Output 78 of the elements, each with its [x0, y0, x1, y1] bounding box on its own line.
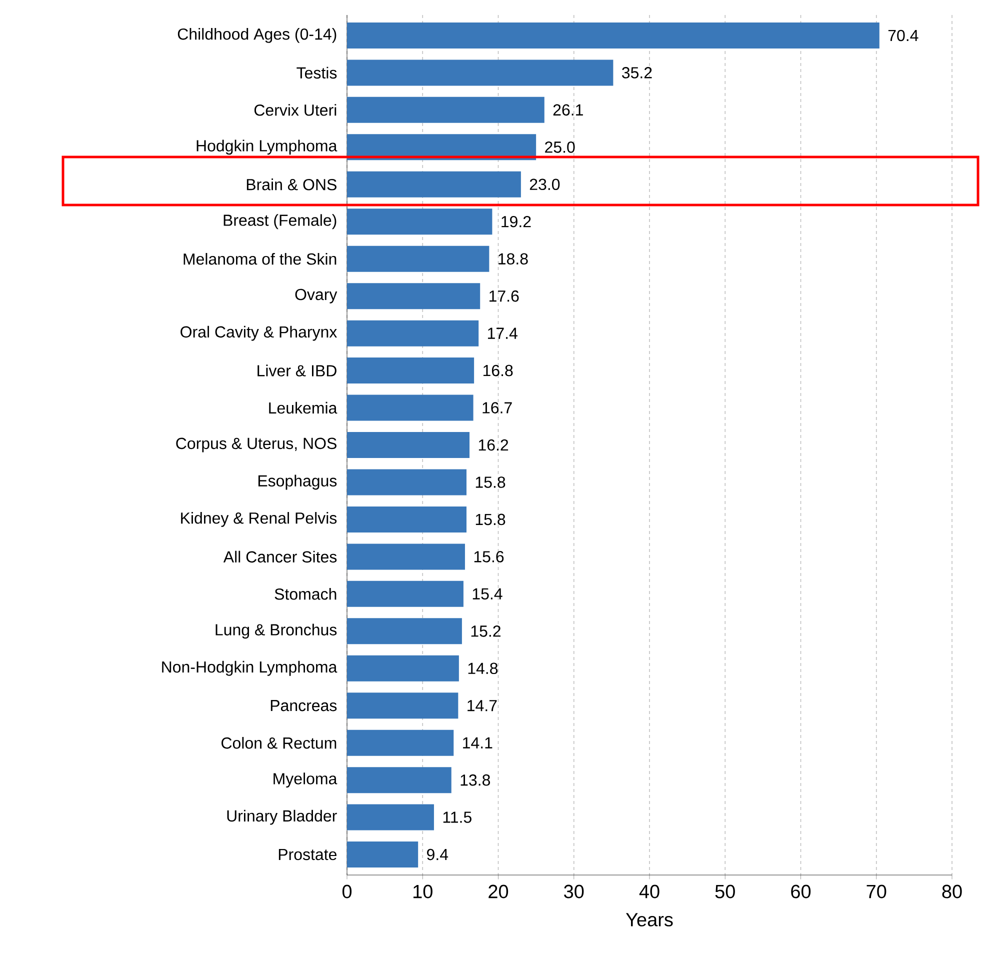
x-tick-label: 40 [639, 884, 660, 898]
bar [347, 767, 452, 794]
y-tick-label: Childhood Ages (0-14) [178, 28, 336, 43]
data-label: 11.5 [443, 812, 472, 823]
bar [347, 432, 470, 458]
bar [347, 618, 462, 644]
x-tick-label: 70 [866, 884, 886, 898]
data-label: 14.8 [468, 662, 498, 674]
bar [347, 246, 490, 272]
x-tick-label: 20 [488, 884, 508, 898]
data-label: 16.7 [482, 402, 512, 414]
data-label: 15.2 [471, 625, 500, 637]
y-tick-label: Esophagus [258, 474, 337, 490]
bar [347, 842, 418, 868]
bar [347, 208, 492, 235]
bar [347, 469, 466, 496]
bar [347, 22, 880, 48]
y-tick-label: Colon & Rectum [222, 736, 336, 749]
bar [347, 580, 464, 607]
y-tick-label: Pancreas [270, 700, 337, 712]
bar [347, 804, 434, 830]
bar [347, 320, 479, 346]
bar [347, 394, 474, 421]
x-axis-title: Years [626, 913, 673, 926]
data-label: 14.1 [463, 737, 492, 748]
bar [347, 506, 466, 532]
data-label: 15.6 [474, 551, 504, 562]
data-label: 19.2 [502, 216, 531, 228]
bar [347, 655, 459, 682]
data-label: 35.2 [622, 67, 652, 78]
x-tick-label: 60 [791, 884, 811, 898]
x-tick-label: 30 [564, 884, 584, 898]
data-label: 16.8 [483, 364, 513, 376]
data-label: 9.4 [427, 848, 448, 860]
data-label: 16.2 [478, 439, 508, 451]
y-tick-label: Stomach [274, 588, 336, 600]
x-tick-label: 80 [942, 884, 962, 898]
data-label: 70.4 [888, 30, 918, 42]
data-label: 23.0 [530, 178, 560, 190]
bar [347, 60, 614, 86]
bar [347, 171, 521, 198]
data-label: 13.8 [460, 774, 490, 786]
data-label: 14.7 [468, 700, 497, 712]
x-tick-label: 0 [342, 884, 352, 898]
data-label: 17.4 [488, 328, 518, 339]
y-tick-label: Lung & Bronchus [216, 624, 337, 639]
y-tick-label: Cervix Uteri [254, 104, 336, 116]
y-tick-label: Kidney & Renal Pelvis [181, 512, 337, 527]
data-label: 15.4 [472, 588, 502, 600]
data-label: 15.8 [476, 476, 506, 488]
bar [347, 358, 474, 384]
y-tick-label: Ovary [295, 288, 338, 304]
y-tick-label: Urinary Bladder [227, 810, 337, 825]
y-tick-label: Breast (Female) [224, 214, 336, 230]
y-tick-label: Oral Cavity & Pharynx [180, 326, 338, 341]
bar [347, 96, 544, 123]
data-label: 25.0 [545, 142, 575, 153]
data-label: 26.1 [553, 104, 583, 116]
bar [347, 692, 458, 719]
y-tick-label: Melanoma of the Skin [184, 252, 336, 265]
y-tick-label: Hodgkin Lymphoma [196, 140, 338, 155]
x-tick-label: 10 [414, 884, 432, 898]
y-tick-label: Prostate [278, 848, 336, 860]
data-label: 18.8 [498, 253, 528, 265]
data-label: 15.8 [476, 514, 506, 526]
y-tick-label: Brain & ONS [246, 178, 336, 190]
y-tick-label: Corpus & Uterus, NOS [176, 438, 336, 452]
bar [347, 544, 465, 570]
y-tick-label: Non-Hodgkin Lymphoma [162, 660, 338, 676]
y-tick-label: Leukemia [269, 402, 338, 414]
bar [347, 730, 454, 756]
y-tick-label: Testis [296, 66, 337, 79]
data-label: 17.6 [490, 290, 519, 302]
x-tick-label: 50 [715, 884, 735, 898]
y-tick-label: Liver & IBD [258, 364, 336, 376]
y-tick-label: Myeloma [274, 772, 338, 788]
y-tick-label: All Cancer Sites [223, 550, 337, 563]
bar [347, 283, 480, 310]
